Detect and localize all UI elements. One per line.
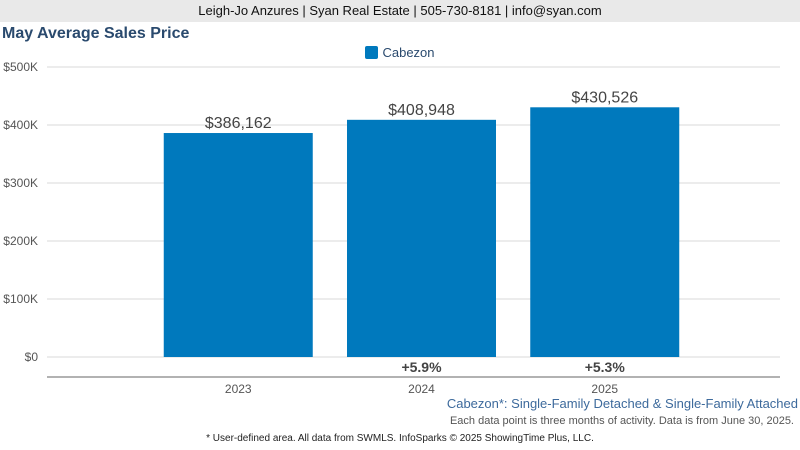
y-tick-label: $400K bbox=[3, 118, 38, 132]
data-label: $430,526 bbox=[571, 89, 638, 106]
y-tick-label: $200K bbox=[3, 234, 38, 248]
bar-2025 bbox=[530, 107, 680, 357]
bar-2024 bbox=[347, 119, 496, 358]
change-label: +5.3% bbox=[585, 359, 626, 375]
x-tick-label: 2025 bbox=[591, 382, 618, 396]
data-label: $386,162 bbox=[205, 115, 272, 132]
chart-title: May Average Sales Price bbox=[2, 25, 190, 42]
activity-note: Each data point is three months of activ… bbox=[449, 415, 794, 427]
x-tick-label: 2023 bbox=[225, 382, 252, 396]
change-label: +5.9% bbox=[401, 359, 442, 375]
data-label: $408,948 bbox=[388, 102, 455, 119]
y-tick-label: $100K bbox=[3, 292, 38, 306]
footer-note: * User-defined area. All data from SWMLS… bbox=[206, 433, 594, 444]
legend-label: Cabezon bbox=[382, 45, 435, 60]
bar-2023 bbox=[163, 133, 313, 357]
chart-legend[interactable]: Cabezon bbox=[0, 45, 800, 60]
y-tick-label: $500K bbox=[3, 60, 38, 74]
y-tick-label: $300K bbox=[3, 176, 38, 190]
y-tick-label: $0 bbox=[25, 350, 39, 364]
x-tick-label: 2024 bbox=[408, 382, 435, 396]
legend-swatch bbox=[365, 46, 379, 59]
header-contact-bar: Leigh-Jo Anzures | Syan Real Estate | 50… bbox=[0, 0, 800, 22]
area-note: Cabezon*: Single-Family Detached & Singl… bbox=[446, 396, 798, 411]
